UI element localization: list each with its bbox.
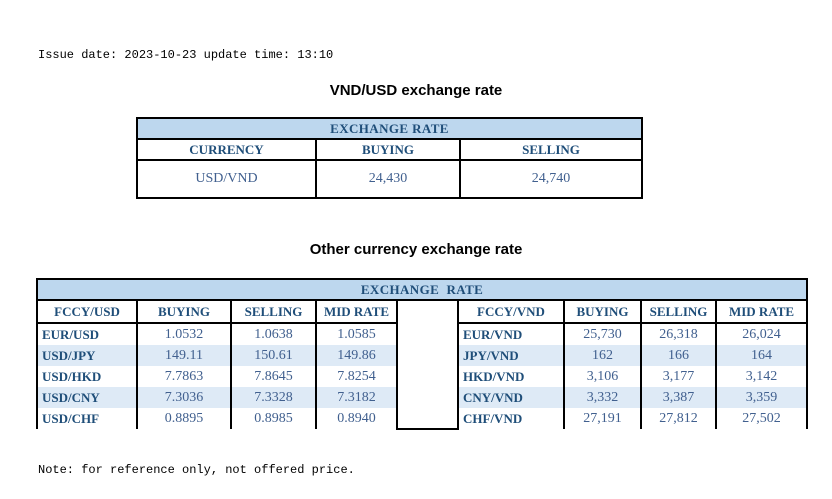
column-header-midrate-left: MID RATE xyxy=(315,299,398,324)
table-row: USD/CNY 7.3036 7.3328 7.3182 CNY/VND 3,3… xyxy=(36,387,809,408)
buying-rate-cell: 24,430 xyxy=(315,159,461,199)
mid-rate-cell: 27,502 xyxy=(714,408,809,429)
spacer-column xyxy=(396,299,459,430)
buying-rate-cell: 149.11 xyxy=(136,345,232,366)
table-header-row: CURRENCY BUYING SELLING xyxy=(136,138,644,161)
currency-pair-cell: USD/CHF xyxy=(36,408,138,429)
currency-pair-cell: JPY/VND xyxy=(457,345,565,366)
buying-rate-cell: 0.8895 xyxy=(136,408,232,429)
currency-pair-cell: HKD/VND xyxy=(457,366,565,387)
selling-rate-cell: 166 xyxy=(640,345,717,366)
table-banner-row: EXCHANGE RATE xyxy=(35,278,809,301)
currency-pair-cell: USD/VND xyxy=(136,159,317,199)
column-header-selling: SELLING xyxy=(458,138,644,161)
mid-rate-cell: 0.8940 xyxy=(315,408,398,429)
selling-rate-cell: 7.3328 xyxy=(230,387,317,408)
selling-rate-cell: 3,387 xyxy=(640,387,717,408)
mid-rate-cell: 164 xyxy=(714,345,809,366)
currency-pair-cell: CNY/VND xyxy=(457,387,565,408)
table-banner-row: EXCHANGE RATE xyxy=(135,117,644,140)
mid-rate-cell: 149.86 xyxy=(315,345,398,366)
column-header-midrate-right: MID RATE xyxy=(714,299,809,324)
currency-pair-cell: EUR/VND xyxy=(457,323,565,345)
currency-pair-cell: USD/CNY xyxy=(36,387,138,408)
mid-rate-cell: 7.3182 xyxy=(315,387,398,408)
currency-pair-cell: USD/HKD xyxy=(36,366,138,387)
other-exchange-rate-table: EXCHANGE RATE FCCY/USD BUYING SELLING MI… xyxy=(35,278,809,430)
table-row: EUR/USD 1.0532 1.0638 1.0585 EUR/VND 25,… xyxy=(36,323,809,345)
mid-rate-cell: 3,359 xyxy=(714,387,809,408)
selling-rate-cell: 7.8645 xyxy=(230,366,317,387)
currency-pair-cell: USD/JPY xyxy=(36,345,138,366)
currency-pair-cell: EUR/USD xyxy=(36,323,138,345)
table-row: USD/HKD 7.7863 7.8645 7.8254 HKD/VND 3,1… xyxy=(36,366,809,387)
mid-rate-cell: 7.8254 xyxy=(315,366,398,387)
mid-rate-cell: 3,142 xyxy=(714,366,809,387)
exchange-rate-banner: EXCHANGE RATE xyxy=(135,117,644,140)
buying-rate-cell: 7.3036 xyxy=(136,387,232,408)
column-header-currency: CURRENCY xyxy=(136,138,317,161)
selling-rate-cell: 0.8985 xyxy=(230,408,317,429)
buying-rate-cell: 25,730 xyxy=(563,323,642,345)
table-row: USD/JPY 149.11 150.61 149.86 JPY/VND 162… xyxy=(36,345,809,366)
exchange-rate-banner: EXCHANGE RATE xyxy=(35,278,809,301)
column-header-selling-right: SELLING xyxy=(640,299,717,324)
selling-rate-cell: 26,318 xyxy=(640,323,717,345)
usd-exchange-rate-table: EXCHANGE RATE CURRENCY BUYING SELLING US… xyxy=(135,117,644,199)
selling-rate-cell: 1.0638 xyxy=(230,323,317,345)
buying-rate-cell: 162 xyxy=(563,345,642,366)
mid-rate-cell: 26,024 xyxy=(714,323,809,345)
reference-note: Note: for reference only, not offered pr… xyxy=(38,463,355,477)
other-table-title: Other currency exchange rate xyxy=(309,241,523,258)
column-header-buying-left: BUYING xyxy=(136,299,232,324)
column-header-buying: BUYING xyxy=(315,138,461,161)
buying-rate-cell: 3,106 xyxy=(563,366,642,387)
mid-rate-cell: 1.0585 xyxy=(315,323,398,345)
column-header-selling-left: SELLING xyxy=(230,299,317,324)
issue-date-line: Issue date: 2023-10-23 update time: 13:1… xyxy=(38,48,334,62)
table-header-row: FCCY/USD BUYING SELLING MID RATE FCCY/VN… xyxy=(36,299,809,430)
selling-rate-cell: 27,812 xyxy=(640,408,717,429)
column-header-fccy-vnd: FCCY/VND xyxy=(457,299,565,324)
selling-rate-cell: 150.61 xyxy=(230,345,317,366)
selling-rate-cell: 3,177 xyxy=(640,366,717,387)
usd-table-title: VND/USD exchange rate xyxy=(329,82,503,99)
table-row: USD/CHF 0.8895 0.8985 0.8940 CHF/VND 27,… xyxy=(36,408,809,429)
buying-rate-cell: 7.7863 xyxy=(136,366,232,387)
currency-pair-cell: CHF/VND xyxy=(457,408,565,429)
table-row: USD/VND 24,430 24,740 xyxy=(136,159,644,199)
column-header-buying-right: BUYING xyxy=(563,299,642,324)
buying-rate-cell: 1.0532 xyxy=(136,323,232,345)
buying-rate-cell: 3,332 xyxy=(563,387,642,408)
buying-rate-cell: 27,191 xyxy=(563,408,642,429)
column-header-fccy-usd: FCCY/USD xyxy=(36,299,138,324)
selling-rate-cell: 24,740 xyxy=(458,159,644,199)
